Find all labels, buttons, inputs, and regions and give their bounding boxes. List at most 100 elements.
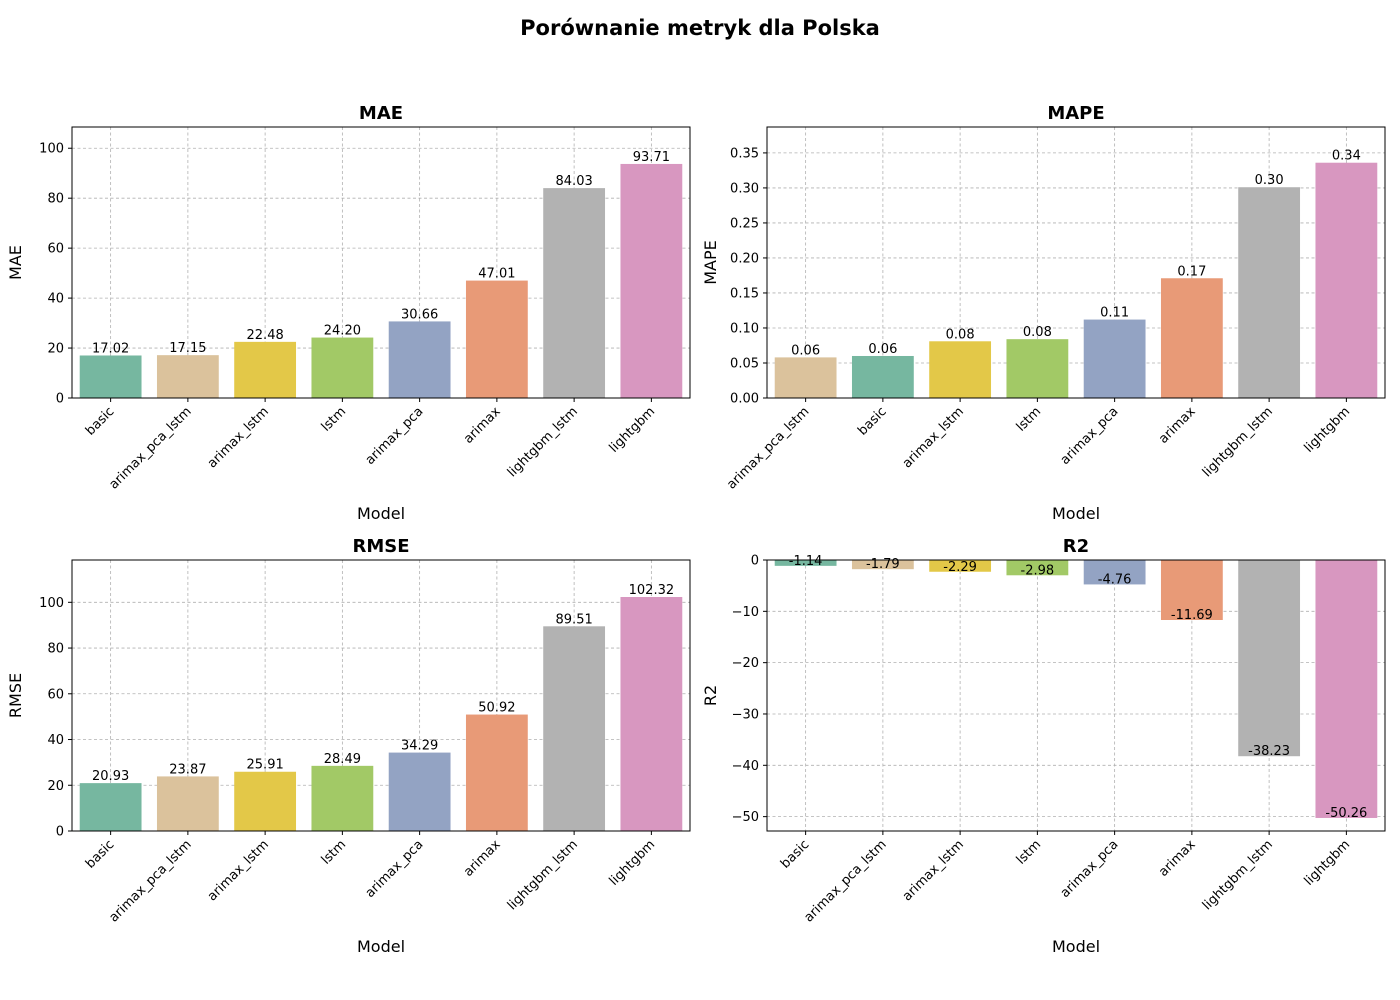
y-tick-label: 60 — [47, 687, 64, 702]
data-label-basic: -1.14 — [789, 554, 823, 569]
data-label-arimax: 47.01 — [478, 267, 515, 282]
data-label-lightgbm: 102.32 — [629, 583, 675, 598]
y-tick-label: 0.10 — [730, 321, 759, 336]
bar-arimax_lstm — [234, 341, 297, 398]
chart-title: MAE — [359, 103, 403, 124]
y-tick-label: −10 — [732, 605, 759, 620]
bar-arimax_pca — [1083, 319, 1146, 398]
x-tick-label-arimax: arimax — [1156, 404, 1199, 447]
x-tick-label-lstm: lstm — [319, 404, 350, 435]
x-tick-label-lightgbm_lstm: lightgbm_lstm — [1200, 404, 1276, 480]
x-tick-label-lstm: lstm — [319, 837, 350, 868]
x-tick-label-lightgbm: lightgbm — [1302, 837, 1354, 889]
y-tick-label: 100 — [39, 596, 64, 611]
bar-arimax — [1160, 278, 1223, 398]
bar-arimax_pca_lstm — [851, 560, 914, 570]
y-tick-label: 60 — [47, 242, 64, 257]
y-tick-label: −20 — [732, 656, 759, 671]
x-tick-label-basic: basic — [83, 404, 117, 438]
data-label-arimax_lstm: 0.08 — [946, 327, 975, 342]
chart-title: R2 — [1063, 536, 1089, 557]
bar-lstm — [1006, 339, 1069, 398]
y-tick-label: 0.30 — [730, 181, 759, 196]
chart-r2: -1.14 -1.79 -2.29 -2.98 -4.76 -11.69 -38.23 -50… — [701, 536, 1386, 956]
bar-arimax_pca_lstm — [156, 355, 219, 398]
data-label-arimax_pca: 0.11 — [1100, 306, 1129, 321]
bar-lightgbm — [1315, 162, 1378, 398]
data-label-lightgbm_lstm: 89.51 — [556, 612, 593, 627]
data-label-lightgbm: 0.34 — [1332, 149, 1361, 164]
y-tick-label: 20 — [47, 779, 64, 794]
data-label-lightgbm: 93.71 — [633, 150, 670, 165]
data-label-arimax_pca_lstm: -1.79 — [866, 557, 900, 572]
x-tick-label-arimax_pca_lstm: arimax_pca_lstm — [106, 404, 194, 492]
x-tick-label-arimax_lstm: arimax_lstm — [205, 837, 272, 904]
x-tick-label-arimax_lstm: arimax_lstm — [900, 837, 967, 904]
data-label-arimax_pca_lstm: 17.15 — [169, 341, 206, 356]
x-tick-label-arimax_pca_lstm: arimax_pca_lstm — [801, 837, 889, 925]
data-label-lstm: 28.49 — [324, 752, 361, 767]
x-tick-label-lightgbm_lstm: lightgbm_lstm — [505, 837, 581, 913]
bar-arimax — [465, 714, 528, 831]
axes-frame — [71, 126, 691, 399]
data-label-arimax: 0.17 — [1177, 264, 1206, 279]
data-label-basic: 0.06 — [868, 342, 897, 357]
data-label-lightgbm_lstm: -38.23 — [1248, 744, 1290, 759]
x-tick-label-arimax_pca_lstm: arimax_pca_lstm — [724, 404, 812, 492]
bar-lightgbm_lstm — [543, 626, 606, 831]
bar-arimax_pca — [388, 321, 451, 398]
x-tick-label-arimax_lstm: arimax_lstm — [900, 404, 967, 471]
x-axis-label: Model — [1052, 504, 1100, 523]
chart-title: MAPE — [1047, 103, 1104, 124]
bar-lightgbm_lstm — [543, 188, 606, 398]
x-tick-label-lightgbm_lstm: lightgbm_lstm — [505, 404, 581, 480]
x-tick-label-arimax: arimax — [1156, 837, 1199, 880]
chart-mape: 0.06 0.06 0.08 0.08 0.11 0.17 0.30 0.34 0.00 0.05… — [701, 103, 1386, 523]
data-label-lightgbm_lstm: 0.30 — [1255, 173, 1284, 188]
bar-basic — [79, 355, 142, 398]
y-tick-label: 80 — [47, 642, 64, 657]
bar-arimax_lstm — [929, 341, 992, 398]
y-tick-label: 20 — [47, 342, 64, 357]
x-tick-label-lightgbm: lightgbm — [1302, 404, 1354, 456]
x-tick-label-lstm: lstm — [1014, 404, 1045, 435]
data-label-lstm: 0.08 — [1023, 325, 1052, 340]
data-label-lstm: -2.98 — [1021, 563, 1055, 578]
y-tick-label: 0.35 — [730, 146, 759, 161]
bar-arimax_pca — [1083, 560, 1146, 585]
bar-arimax — [465, 280, 528, 398]
bar-arimax_pca_lstm — [774, 357, 837, 398]
data-label-arimax_pca_lstm: 23.87 — [169, 762, 206, 777]
x-tick-label-lstm: lstm — [1014, 837, 1045, 868]
data-label-lightgbm: -50.26 — [1325, 806, 1367, 821]
bar-lightgbm_lstm — [1238, 560, 1301, 757]
y-axis-label: R2 — [701, 685, 720, 706]
data-label-arimax_pca: 30.66 — [401, 307, 438, 322]
bar-lightgbm — [1315, 560, 1378, 818]
x-tick-label-arimax: arimax — [461, 837, 504, 880]
axes-frame — [766, 126, 1386, 399]
data-label-arimax: -11.69 — [1171, 608, 1213, 623]
x-tick-label-basic: basic — [83, 837, 117, 871]
axes-frame — [766, 559, 1386, 832]
y-tick-label: 0.00 — [730, 392, 759, 407]
bar-arimax_lstm — [929, 560, 992, 572]
bar-arimax — [1160, 560, 1223, 620]
data-label-arimax_lstm: 22.48 — [247, 328, 284, 343]
bar-basic — [79, 783, 142, 831]
data-label-arimax: 50.92 — [478, 701, 515, 716]
data-label-arimax_lstm: 25.91 — [247, 758, 284, 773]
y-tick-label: 100 — [39, 142, 64, 157]
y-tick-label: −40 — [732, 759, 759, 774]
x-tick-label-lightgbm: lightgbm — [607, 404, 659, 456]
y-tick-label: 80 — [47, 192, 64, 207]
chart-title: RMSE — [352, 536, 409, 557]
y-tick-label: −30 — [732, 707, 759, 722]
x-tick-label-arimax_pca: arimax_pca — [1058, 404, 1122, 468]
y-tick-label: 0.05 — [730, 356, 759, 371]
x-axis-label: Model — [357, 937, 405, 956]
bar-arimax_pca_lstm — [156, 776, 219, 831]
data-label-basic: 17.02 — [92, 341, 129, 356]
data-label-arimax_pca_lstm: 0.06 — [791, 343, 820, 358]
